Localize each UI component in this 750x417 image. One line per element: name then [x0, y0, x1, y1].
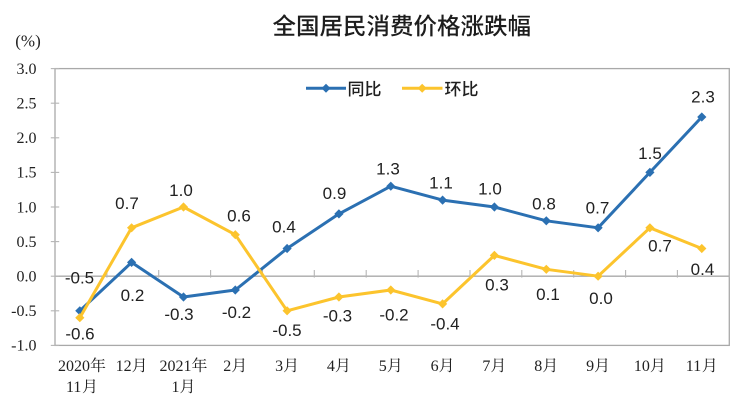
svg-text:2: 2 — [223, 358, 231, 375]
svg-text:3: 3 — [275, 358, 283, 375]
svg-text:1.5: 1.5 — [638, 144, 662, 163]
svg-text:1.0: 1.0 — [17, 199, 37, 216]
svg-text:1.5: 1.5 — [17, 165, 37, 182]
svg-text:0.4: 0.4 — [272, 218, 296, 237]
svg-text:-1.0: -1.0 — [11, 338, 36, 355]
svg-text:0.0: 0.0 — [17, 269, 37, 286]
svg-text:6: 6 — [431, 358, 439, 375]
svg-text:2021: 2021 — [160, 358, 192, 375]
svg-text:0.9: 0.9 — [323, 184, 347, 203]
svg-text:2.3: 2.3 — [691, 88, 715, 107]
svg-text:-0.6: -0.6 — [65, 325, 94, 344]
svg-text:0.1: 0.1 — [536, 285, 560, 304]
svg-text:1: 1 — [172, 379, 180, 396]
svg-text:0.7: 0.7 — [115, 194, 139, 213]
svg-text:12: 12 — [116, 358, 132, 375]
svg-text:0.6: 0.6 — [227, 207, 251, 226]
svg-text:0.4: 0.4 — [691, 260, 715, 279]
svg-text:5: 5 — [379, 358, 387, 375]
svg-text:1.3: 1.3 — [376, 160, 400, 179]
svg-text:7: 7 — [482, 358, 490, 375]
svg-text:1.0: 1.0 — [478, 180, 502, 199]
svg-text:0.0: 0.0 — [589, 289, 613, 308]
svg-text:0.3: 0.3 — [485, 276, 509, 295]
svg-text:8: 8 — [534, 358, 542, 375]
svg-text:-0.4: -0.4 — [430, 315, 459, 334]
svg-text:1.0: 1.0 — [169, 181, 193, 200]
svg-text:0.8: 0.8 — [532, 195, 556, 214]
svg-text:4: 4 — [327, 358, 335, 375]
svg-text:-0.3: -0.3 — [323, 307, 352, 326]
svg-text:2.0: 2.0 — [17, 130, 37, 147]
svg-text:-0.2: -0.2 — [379, 306, 408, 325]
svg-text:10: 10 — [634, 358, 650, 375]
svg-text:1.1: 1.1 — [429, 174, 453, 193]
svg-text:-0.5: -0.5 — [272, 321, 301, 340]
svg-text:-0.3: -0.3 — [164, 305, 193, 324]
svg-text:0.2: 0.2 — [121, 286, 145, 305]
svg-text:-0.5: -0.5 — [11, 303, 36, 320]
svg-text:-0.5: -0.5 — [65, 269, 94, 288]
svg-text:2.5: 2.5 — [17, 96, 37, 113]
svg-text:11: 11 — [66, 379, 81, 396]
svg-text:0.5: 0.5 — [17, 234, 37, 251]
svg-text:2020: 2020 — [58, 358, 90, 375]
svg-text:0.7: 0.7 — [648, 237, 672, 256]
svg-text:9: 9 — [586, 358, 594, 375]
svg-text:11: 11 — [686, 358, 701, 375]
svg-text:(%): (%) — [15, 31, 40, 50]
svg-text:0.7: 0.7 — [586, 199, 610, 218]
svg-text:-0.2: -0.2 — [222, 303, 251, 322]
svg-text:3.0: 3.0 — [17, 61, 37, 78]
